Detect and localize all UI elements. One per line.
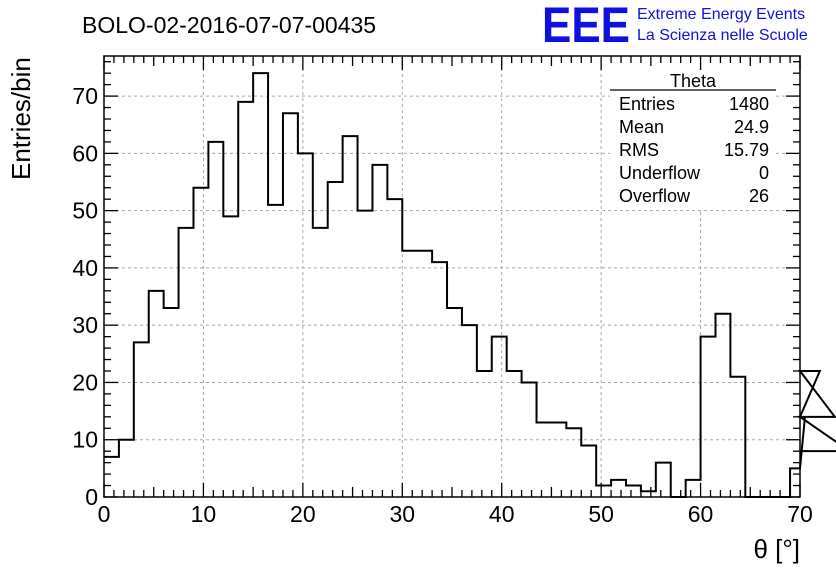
histogram-bin [223,216,238,497]
histogram-bin [313,228,328,497]
stat-label-underflow: Underflow [619,163,701,183]
stat-value-entries: 1480 [729,94,769,114]
histogram-bin [566,428,581,497]
x-tick-label: 70 [787,501,813,527]
histogram-bin [283,113,298,497]
histogram-bin [462,325,477,497]
stats-title: Theta [670,71,717,91]
stat-value-overflow: 26 [749,186,769,206]
histogram-bin [477,371,492,497]
histogram [104,72,836,498]
grid [104,56,800,497]
y-tick-label: 50 [72,198,98,224]
histogram-bin [149,291,164,497]
x-tick-label: 20 [290,501,316,527]
stat-value-rms: 15.79 [724,140,769,160]
axes: 0 10 20 30 40 50 60 70 0 10 20 30 40 50 60 70 [72,55,813,527]
y-axis-label: Entries/bin [6,57,36,180]
eee-logo: EEE Extreme Energy Events La Scienza nel… [542,0,808,53]
y-tick-label: 70 [72,83,98,109]
logo-line-2: La Scienza nelle Scuole [637,27,808,44]
run-title: BOLO-02-2016-07-07-00435 [82,12,376,38]
x-tick-label: 50 [588,501,614,527]
histogram-bin [715,314,730,497]
histogram-bin [432,262,447,497]
stat-value-underflow: 0 [759,163,769,183]
logo-line-1: Extreme Energy Events [637,6,805,23]
histogram-bin [790,468,800,497]
histogram-bin [268,205,283,497]
histogram-bin [686,480,701,497]
histogram-bin [193,188,208,497]
x-tick-label: 40 [489,501,515,527]
stat-label-entries: Entries [619,94,675,114]
histogram-bin [372,165,387,497]
histogram-bin [537,423,552,497]
y-tick-label: 60 [72,140,98,166]
stats-box-background [610,70,776,210]
y-tick-label: 40 [72,255,98,281]
histogram-bin [119,440,134,497]
histogram-bin [522,382,537,497]
x-tick-label: 10 [191,501,217,527]
y-tick-label: 0 [85,484,98,510]
histogram-bin [134,342,149,497]
histogram-bin [417,251,432,497]
histogram-bin [387,199,402,497]
histogram-bin [447,308,462,497]
x-tick-label: 0 [98,501,111,527]
histogram-bin [551,423,566,497]
stat-value-mean: 24.9 [734,117,769,137]
y-tick-label: 30 [72,312,98,338]
stat-label-rms: RMS [619,140,659,160]
histogram-bin [701,337,716,497]
histogram-bin [492,337,507,497]
histogram-bin [596,486,611,497]
histogram-bin [298,153,313,497]
histogram-bin [611,480,626,497]
x-tick-label: 60 [688,501,714,527]
y-tick-label: 20 [72,369,98,395]
histogram-bin [343,136,358,497]
histogram-bin [656,463,671,497]
logo-mark: EEE [542,0,630,53]
histogram-bin [238,102,253,497]
histogram-bin [328,182,343,497]
x-axis-label: θ [°] [753,534,800,564]
y-tick-label: 10 [72,427,98,453]
histogram-bin [507,371,522,497]
stat-label-overflow: Overflow [619,186,691,206]
histogram-bin [626,486,641,497]
histogram-bin [179,228,194,497]
x-tick-label: 30 [389,501,415,527]
histogram-bin [581,445,596,497]
stat-label-mean: Mean [619,117,664,137]
histogram-bin [164,308,179,497]
histogram-bin [253,73,268,497]
histogram-bin [402,251,417,497]
histogram-bin [208,142,223,497]
stats-box: Theta Entries 1480 Mean 24.9 RMS 15.79 U… [610,70,776,210]
histogram-bin [730,377,745,497]
histogram-bin [358,211,373,497]
histogram-outline [104,72,836,498]
